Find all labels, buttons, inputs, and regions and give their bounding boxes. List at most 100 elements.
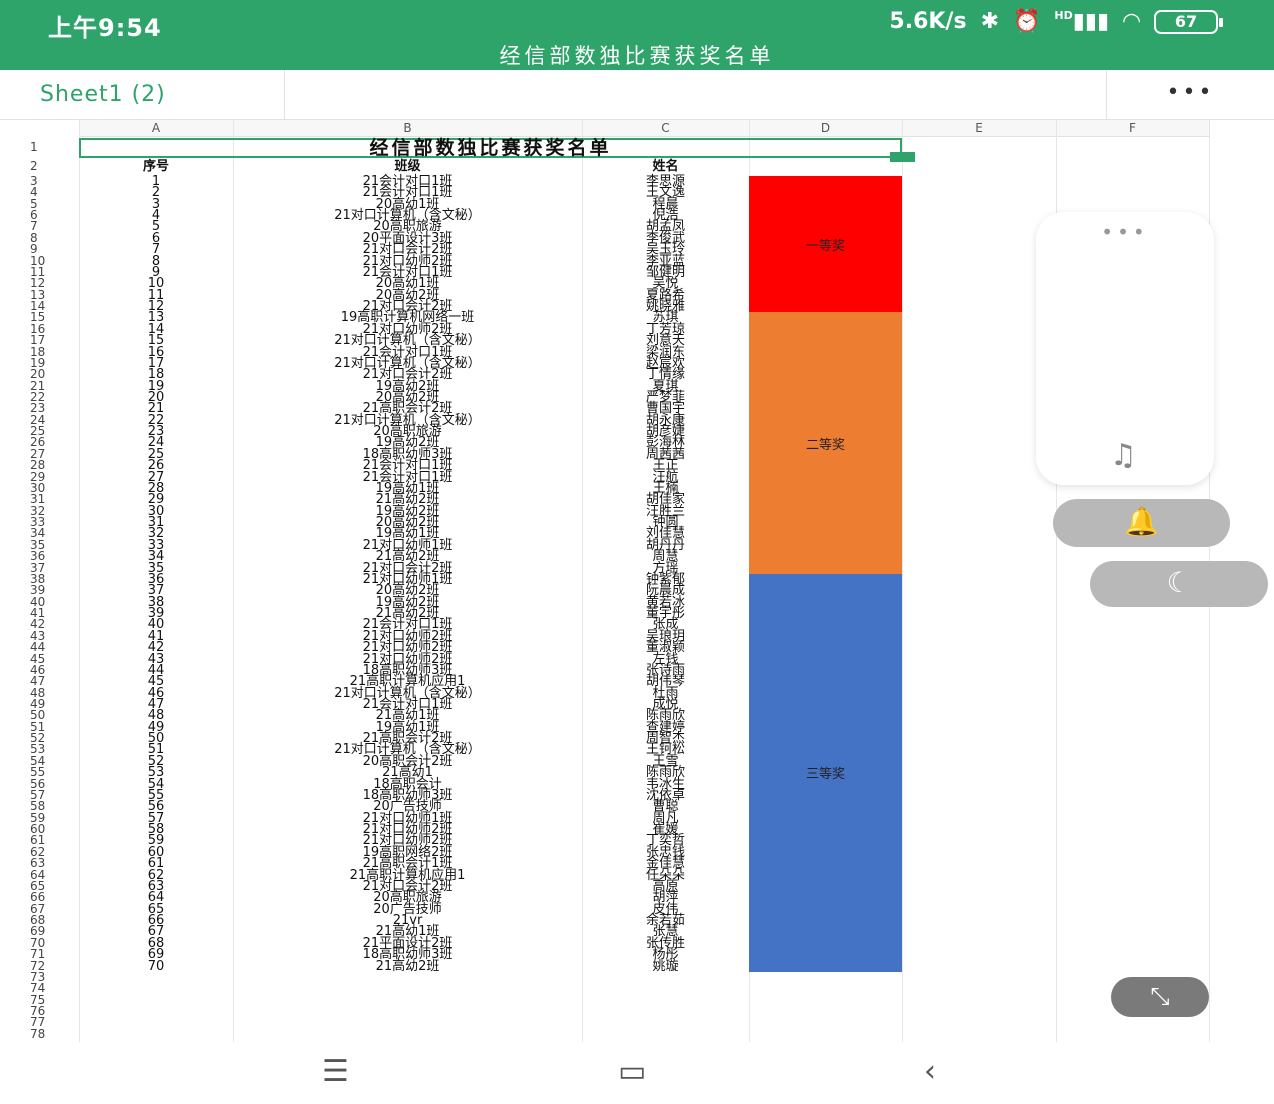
- cell-serial[interactable]: 36: [147, 571, 165, 587]
- row-header[interactable]: 46: [30, 662, 46, 677]
- cell-name[interactable]: 胡萍: [652, 890, 679, 906]
- cell-name[interactable]: 苏琪: [652, 310, 679, 326]
- cell-class[interactable]: 20广告技师: [373, 799, 442, 815]
- row-header[interactable]: 49: [30, 697, 46, 711]
- row-header[interactable]: 18: [30, 344, 46, 359]
- cell-name[interactable]: 邹健明: [645, 264, 685, 280]
- cell-serial[interactable]: 49: [147, 719, 165, 735]
- cell-class[interactable]: 18高职幼师3班: [362, 947, 453, 963]
- row-header[interactable]: 78: [30, 1026, 46, 1041]
- prize-block[interactable]: 三等奖: [749, 573, 902, 972]
- row-header[interactable]: 28: [30, 458, 46, 473]
- cell-serial[interactable]: 64: [147, 890, 165, 906]
- cell-serial[interactable]: 38: [147, 594, 165, 610]
- cell-class[interactable]: 21对口计算机（含文秘）: [334, 412, 481, 428]
- cell-serial[interactable]: 26: [147, 458, 165, 474]
- column-header-a[interactable]: A: [79, 120, 233, 137]
- cell-serial[interactable]: 63: [147, 878, 165, 894]
- cell-serial[interactable]: 13: [147, 310, 165, 326]
- row-header[interactable]: 37: [30, 560, 46, 575]
- cell-serial[interactable]: 6: [151, 230, 161, 246]
- cell-serial[interactable]: 25: [147, 446, 165, 462]
- cell-class[interactable]: 21vr: [392, 913, 423, 929]
- row-header[interactable]: 26: [30, 435, 46, 450]
- music-note-icon[interactable]: ♫: [1110, 438, 1137, 473]
- sheet-title-cell[interactable]: 经信部数独比赛获奖名单: [79, 138, 902, 158]
- row-header[interactable]: 12: [30, 276, 46, 291]
- prize-block[interactable]: 一等奖: [749, 176, 902, 313]
- row-header[interactable]: 71: [30, 947, 46, 962]
- row-header[interactable]: 24: [30, 412, 46, 427]
- row-header[interactable]: 22: [30, 390, 46, 404]
- row-header[interactable]: 31: [30, 492, 46, 507]
- cell-name[interactable]: 梁润东: [645, 344, 685, 360]
- cell-name[interactable]: 倪浩: [652, 208, 679, 224]
- cell-serial[interactable]: 43: [147, 651, 165, 667]
- cell-name[interactable]: 任朵朵: [645, 867, 685, 883]
- cell-serial[interactable]: 58: [147, 822, 165, 838]
- row-header[interactable]: 65: [30, 878, 46, 893]
- row-header[interactable]: 11: [30, 264, 46, 279]
- cell-serial[interactable]: 18: [147, 367, 165, 383]
- cell-serial[interactable]: 69: [147, 947, 165, 963]
- row-header[interactable]: 73: [30, 969, 46, 984]
- cell-serial[interactable]: 22: [147, 412, 165, 428]
- cell-class[interactable]: 20高职旅游: [373, 424, 442, 440]
- cell-class[interactable]: 21高幼2班: [375, 606, 440, 622]
- cell-serial[interactable]: 53: [147, 765, 165, 781]
- cell-serial[interactable]: 5: [151, 219, 161, 235]
- row-header[interactable]: 62: [30, 844, 46, 859]
- cell-class[interactable]: 20高职会计2班: [362, 753, 453, 769]
- row-header[interactable]: 29: [30, 469, 46, 484]
- cell-serial[interactable]: 1: [151, 173, 161, 189]
- cell-name[interactable]: 李亚蓝: [645, 253, 685, 269]
- row-header[interactable]: 2: [30, 159, 38, 174]
- cell-class[interactable]: 21高职会计2班: [362, 731, 453, 747]
- cell-class[interactable]: 19高职计算机网络一班: [340, 310, 475, 326]
- back-nav-icon[interactable]: ‹: [924, 1054, 936, 1089]
- row-header[interactable]: 39: [30, 583, 46, 598]
- cell-name[interactable]: 钟圆: [652, 515, 679, 531]
- cell-class[interactable]: 21会计对口1班: [362, 173, 453, 189]
- row-header[interactable]: 54: [30, 753, 46, 768]
- cell-class[interactable]: 20高幼2班: [375, 515, 440, 531]
- cell-name[interactable]: 赵宸欢: [645, 355, 685, 371]
- cell-serial[interactable]: 30: [147, 503, 165, 519]
- column-header-c[interactable]: C: [582, 120, 749, 137]
- cell-serial[interactable]: 66: [147, 913, 165, 929]
- cell-name[interactable]: 姚晓雅: [645, 299, 685, 315]
- row-header[interactable]: 43: [30, 628, 46, 643]
- cell-name[interactable]: 张成: [652, 617, 679, 633]
- cell-class[interactable]: 20高幼1班: [375, 196, 440, 212]
- row-header[interactable]: 64: [30, 867, 46, 882]
- cell-name[interactable]: 曹国宇: [645, 401, 685, 417]
- cell-name[interactable]: 夏琪: [652, 378, 679, 394]
- cell-serial[interactable]: 24: [147, 435, 165, 451]
- cell-class[interactable]: 21会计对口1班: [362, 458, 453, 474]
- floating-panel[interactable]: ••• ♫: [1036, 212, 1214, 485]
- cell-name[interactable]: 刘意天: [645, 333, 685, 349]
- cell-name[interactable]: 皮伟: [652, 901, 679, 917]
- cell-class[interactable]: 21对口计算机（含文秘）: [334, 685, 481, 701]
- cell-serial[interactable]: 65: [147, 901, 165, 917]
- cell-name[interactable]: 张慧: [652, 924, 679, 940]
- row-header[interactable]: 20: [30, 367, 46, 382]
- cell-serial[interactable]: 54: [147, 776, 165, 792]
- cell-class[interactable]: 21对口幼师1班: [362, 810, 453, 826]
- cell-class[interactable]: 21会计对口1班: [362, 264, 453, 280]
- cell-class[interactable]: 21对口幼师2班: [362, 651, 453, 667]
- cell-class[interactable]: 21高职计算机应用1: [349, 867, 466, 883]
- cell-serial[interactable]: 44: [147, 662, 165, 678]
- cell-class[interactable]: 21对口会计2班: [362, 299, 453, 315]
- row-header[interactable]: 69: [30, 924, 46, 939]
- cell-class[interactable]: 20平面设计3班: [362, 230, 453, 246]
- cell-name[interactable]: 陈雨欣: [645, 765, 685, 781]
- cell-serial[interactable]: 23: [147, 424, 165, 440]
- cell-class[interactable]: 20高幼2班: [375, 583, 440, 599]
- cell-name[interactable]: 刘佳慧: [645, 526, 685, 542]
- cell-serial[interactable]: 47: [147, 697, 165, 712]
- header-name[interactable]: 姓名: [652, 159, 679, 175]
- cell-name[interactable]: 周茜茜: [645, 446, 685, 462]
- row-header[interactable]: 33: [30, 515, 46, 530]
- cell-serial[interactable]: 40: [147, 617, 165, 633]
